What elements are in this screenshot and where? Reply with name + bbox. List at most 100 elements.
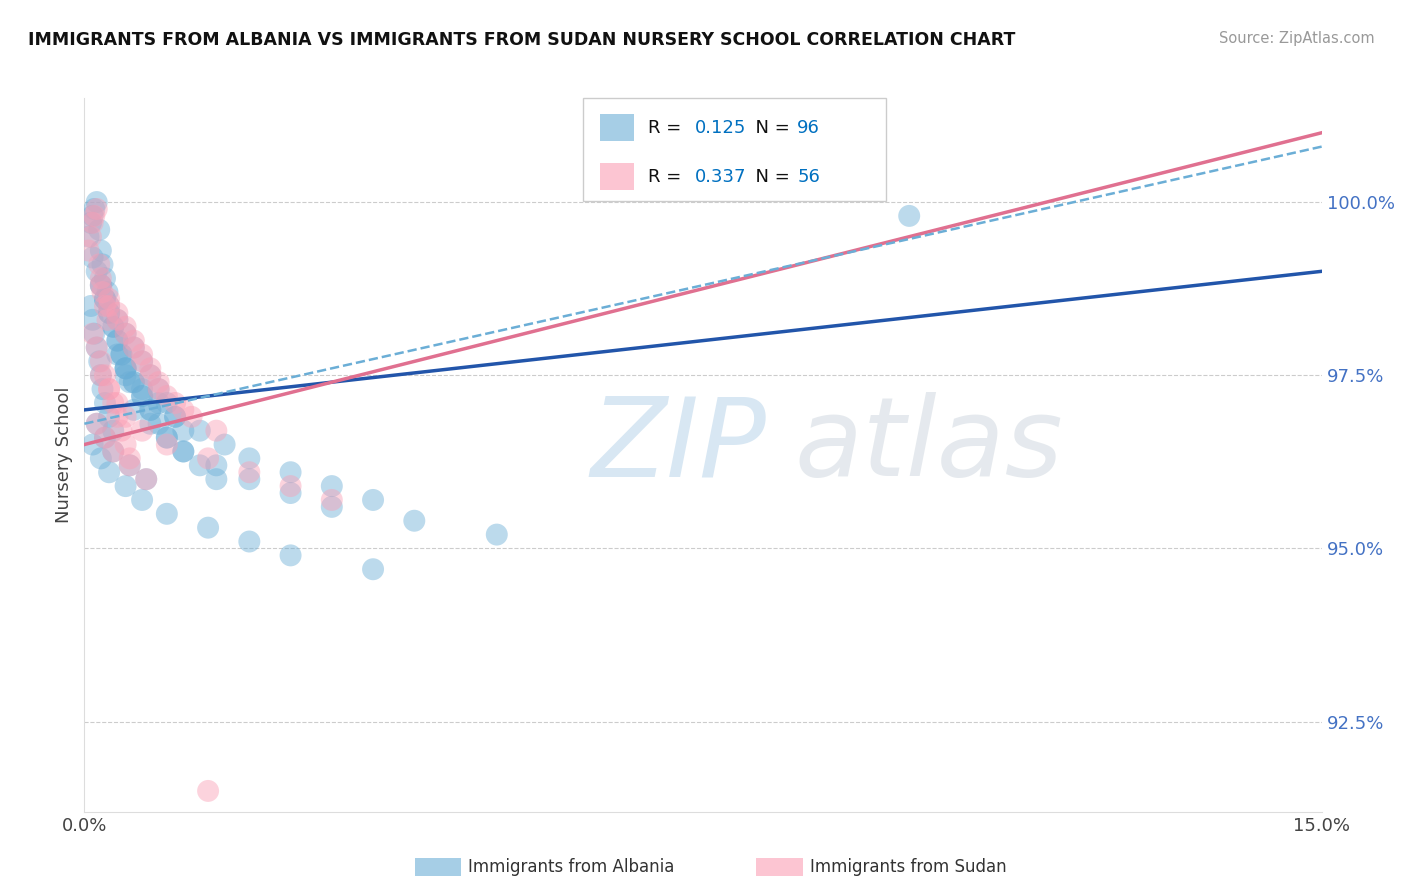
Point	[82, 326, 104, 341]
Point	[86, 202, 108, 216]
Text: N =: N =	[744, 168, 796, 186]
Point	[148, 382, 170, 396]
Point	[77, 244, 100, 258]
Point	[98, 306, 121, 320]
Point	[94, 292, 117, 306]
Point	[103, 444, 125, 458]
Point	[172, 444, 194, 458]
Point	[110, 424, 132, 438]
Point	[139, 403, 162, 417]
Point	[361, 562, 384, 576]
Point	[238, 451, 260, 466]
Point	[103, 424, 125, 438]
Point	[197, 451, 219, 466]
Point	[94, 431, 117, 445]
Point	[91, 285, 114, 299]
Point	[114, 361, 136, 376]
Point	[98, 382, 121, 396]
Point	[96, 313, 118, 327]
Point	[122, 341, 145, 355]
Point	[188, 458, 211, 473]
Point	[156, 437, 179, 451]
Point	[82, 251, 104, 265]
Point	[122, 403, 145, 417]
Point	[110, 347, 132, 361]
Point	[148, 382, 170, 396]
Point	[82, 216, 104, 230]
Text: N =: N =	[744, 119, 796, 136]
Point	[114, 361, 136, 376]
Point	[98, 299, 121, 313]
Point	[197, 784, 219, 798]
Point	[131, 389, 153, 403]
Point	[90, 368, 112, 383]
Point	[80, 299, 103, 313]
Point	[94, 396, 117, 410]
Point	[91, 382, 114, 396]
Text: 0.337: 0.337	[695, 168, 747, 186]
Point	[77, 229, 100, 244]
Point	[139, 417, 162, 431]
Point	[90, 278, 112, 293]
Point	[90, 278, 112, 293]
Point	[139, 361, 162, 376]
Point	[114, 326, 136, 341]
Point	[90, 451, 112, 466]
Point	[80, 229, 103, 244]
Point	[80, 216, 103, 230]
Point	[98, 299, 121, 313]
Point	[105, 334, 128, 348]
Point	[131, 492, 153, 507]
Point	[103, 444, 125, 458]
Point	[131, 354, 153, 368]
Point	[83, 209, 105, 223]
Text: Immigrants from Albania: Immigrants from Albania	[468, 858, 675, 876]
Point	[96, 285, 118, 299]
Text: IMMIGRANTS FROM ALBANIA VS IMMIGRANTS FROM SUDAN NURSERY SCHOOL CORRELATION CHAR: IMMIGRANTS FROM ALBANIA VS IMMIGRANTS FR…	[28, 31, 1015, 49]
Point	[172, 444, 194, 458]
Point	[156, 396, 179, 410]
Point	[321, 492, 343, 507]
Point	[280, 549, 302, 563]
Text: R =: R =	[648, 119, 688, 136]
Point	[98, 465, 121, 479]
Point	[118, 375, 141, 389]
Point	[361, 492, 384, 507]
Point	[86, 341, 108, 355]
Text: atlas: atlas	[794, 392, 1063, 500]
Text: 96: 96	[797, 119, 820, 136]
Point	[148, 396, 170, 410]
Point	[94, 368, 117, 383]
Point	[91, 257, 114, 271]
Point	[139, 368, 162, 383]
Point	[135, 472, 157, 486]
Point	[118, 458, 141, 473]
Point	[404, 514, 426, 528]
Point	[280, 486, 302, 500]
Point	[280, 479, 302, 493]
Point	[131, 424, 153, 438]
Point	[94, 299, 117, 313]
Point	[105, 306, 128, 320]
Point	[114, 326, 136, 341]
Point	[114, 368, 136, 383]
Point	[86, 417, 108, 431]
Text: ZIP: ZIP	[591, 392, 766, 500]
Point	[118, 458, 141, 473]
Point	[105, 396, 128, 410]
Point	[139, 403, 162, 417]
Point	[105, 334, 128, 348]
Point	[86, 195, 108, 210]
Point	[139, 368, 162, 383]
Point	[114, 409, 136, 424]
Point	[86, 417, 108, 431]
Point	[205, 424, 228, 438]
Point	[238, 465, 260, 479]
Y-axis label: Nursery School: Nursery School	[55, 386, 73, 524]
Point	[89, 257, 111, 271]
Point	[103, 319, 125, 334]
Point	[122, 334, 145, 348]
Point	[205, 472, 228, 486]
Point	[94, 431, 117, 445]
Point	[131, 347, 153, 361]
